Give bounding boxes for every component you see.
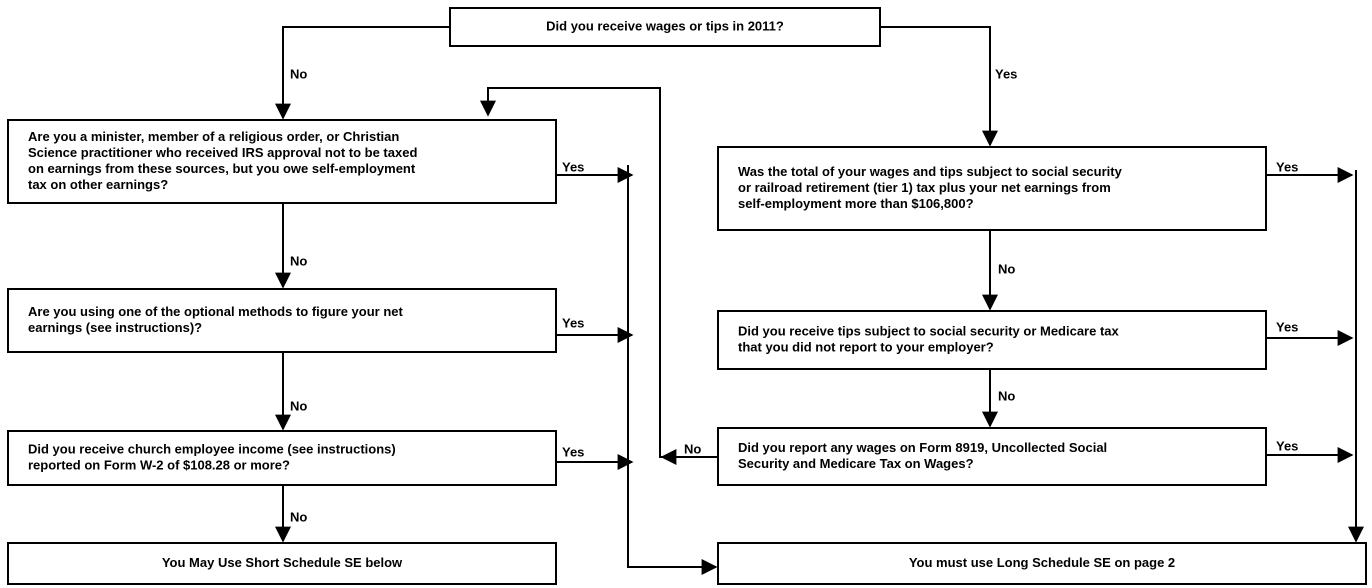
node-text: tax on other earnings? <box>28 177 168 192</box>
node-text: You must use Long Schedule SE on page 2 <box>909 555 1175 570</box>
node-text: that you did not report to your employer… <box>738 339 994 354</box>
edge-label: Yes <box>1276 159 1298 174</box>
edge-label: Yes <box>562 315 584 330</box>
node-text: Did you receive tips subject to social s… <box>738 323 1120 338</box>
node-text: Did you receive church employee income (… <box>28 441 396 456</box>
connectors <box>275 26 1364 575</box>
node-text: You May Use Short Schedule SE below <box>162 555 403 570</box>
node-text: Are you a minister, member of a religiou… <box>28 129 399 144</box>
edge-label: No <box>998 261 1015 276</box>
node-text: Science practitioner who received IRS ap… <box>28 145 417 160</box>
edge-label: No <box>290 398 307 413</box>
node-text: Was the total of your wages and tips sub… <box>738 164 1123 179</box>
node-text: Are you using one of the optional method… <box>28 304 404 319</box>
edge-label: No <box>290 509 307 524</box>
edge-label: Yes <box>995 66 1017 81</box>
edge-label: No <box>998 388 1015 403</box>
edge-label: No <box>290 253 307 268</box>
node-text: Did you report any wages on Form 8919, U… <box>738 440 1107 455</box>
node-text: Did you receive wages or tips in 2011? <box>546 18 784 33</box>
boxes <box>7 7 1367 585</box>
edge-label: Yes <box>562 444 584 459</box>
edge-label: No <box>684 441 701 456</box>
edge-label: Yes <box>562 159 584 174</box>
node-text: or railroad retirement (tier 1) tax plus… <box>738 180 1111 195</box>
node-text: Security and Medicare Tax on Wages? <box>738 456 974 471</box>
edge-label: Yes <box>1276 319 1298 334</box>
node-text: earnings (see instructions)? <box>28 320 202 335</box>
labels: Did you receive wages or tips in 2011? Ar… <box>28 18 1298 570</box>
edge-label: No <box>290 66 307 81</box>
node-text: self-employment more than $106,800? <box>738 196 974 211</box>
node-text: reported on Form W-2 of $108.28 or more? <box>28 457 290 472</box>
edge-label: Yes <box>1276 438 1298 453</box>
node-text: on earnings from these sources, but you … <box>28 161 416 176</box>
